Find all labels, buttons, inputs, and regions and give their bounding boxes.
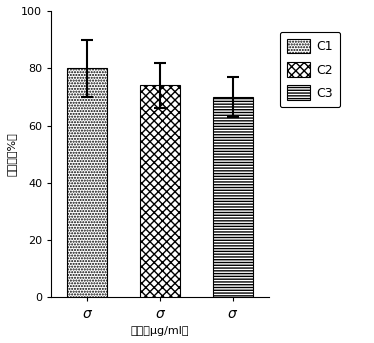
X-axis label: 浓度（μg/ml）: 浓度（μg/ml） [131, 326, 190, 336]
Bar [67, 68, 107, 297]
Y-axis label: 抑制率（%）: 抑制率（%） [7, 132, 17, 176]
Bar [213, 97, 253, 297]
Legend: C1, C2, C3: C1, C2, C3 [280, 32, 340, 107]
Bar [140, 85, 180, 297]
